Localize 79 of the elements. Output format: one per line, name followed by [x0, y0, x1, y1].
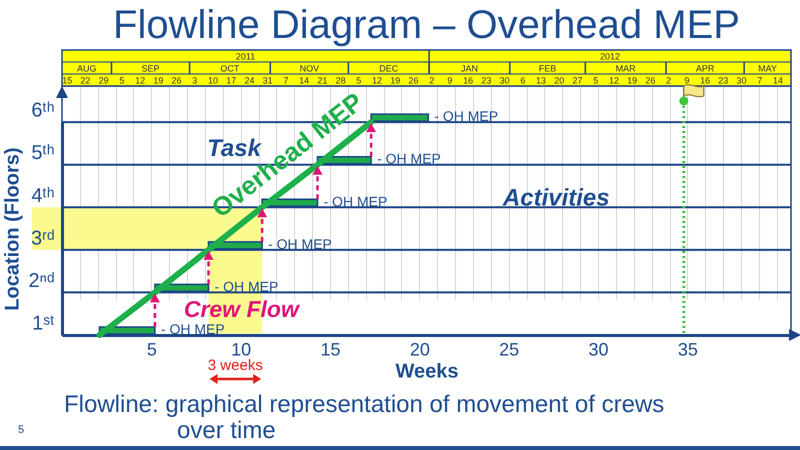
- x-tick-label: 25: [499, 340, 520, 360]
- y-tick-label: 6ᵗʰ: [31, 100, 54, 122]
- y-axis-title: Location (Floors): [2, 147, 24, 311]
- annotation: - OH MEP: [160, 321, 225, 337]
- x2-tick-label: 5: [356, 76, 362, 86]
- x2-tick-label: 30: [736, 76, 747, 86]
- x2-tick-label: 10: [208, 76, 218, 86]
- x2-tick-label: 21: [317, 76, 328, 86]
- x2-tick-label: 29: [98, 76, 109, 86]
- x2-tick-label: 5: [593, 76, 598, 86]
- x2-tick-label: 2: [429, 76, 434, 86]
- x2-tick-label: 13: [536, 76, 546, 86]
- x2-tick-label: 24: [244, 76, 254, 86]
- annotation: - OH MEP: [377, 150, 441, 167]
- text: AUG: [76, 64, 96, 74]
- y-tick-label: 3ʳᵈ: [31, 227, 54, 250]
- band-label: 3 weeks: [208, 357, 263, 374]
- text: 2012: [600, 52, 620, 62]
- x2-tick-label: 23: [718, 76, 728, 86]
- chart-title: Flowline Diagram – Overhead MEP: [113, 3, 740, 47]
- x2-tick-label: 19: [627, 76, 638, 86]
- y-tick-label: 1ˢᵗ: [32, 312, 54, 334]
- x2-tick-label: 27: [572, 76, 583, 86]
- x2-tick-label: 3: [192, 76, 198, 86]
- text: MAY: [758, 64, 777, 74]
- text: 2011: [236, 52, 256, 62]
- x2-tick-label: 19: [153, 76, 164, 86]
- text: 5: [18, 424, 24, 436]
- text: NOV: [300, 64, 320, 74]
- text: JAN: [460, 64, 478, 74]
- x-tick-label: 35: [678, 340, 698, 360]
- text: APR: [696, 64, 715, 74]
- y-tick-label: 2ⁿᵈ: [28, 270, 54, 292]
- x2-tick-label: 9: [447, 76, 452, 86]
- annotation: - OH MEP: [434, 108, 498, 124]
- x2-tick-label: 14: [299, 76, 310, 86]
- x2-tick-label: 7: [283, 76, 288, 86]
- x2-tick-label: 16: [463, 76, 474, 86]
- annotation: - OH MEP: [214, 278, 278, 294]
- annotation: - OH MEP: [324, 193, 388, 210]
- x-tick-label: 20: [410, 340, 430, 360]
- x-axis-title: Weeks: [395, 360, 459, 382]
- text: DEC: [379, 64, 399, 74]
- annotation: Activities: [502, 184, 610, 212]
- x-tick-label: 30: [588, 340, 609, 360]
- y-tick-label: 4ᵗʰ: [31, 184, 54, 207]
- y-tick-label: 5ᵗʰ: [31, 142, 54, 164]
- x2-tick-label: 5: [119, 76, 124, 86]
- x-tick-label: 10: [231, 340, 252, 360]
- x2-tick-label: 17: [226, 76, 236, 86]
- x2-tick-label: 26: [645, 76, 656, 86]
- x2-tick-label: 2: [666, 76, 672, 86]
- x2-tick-label: 7: [757, 76, 762, 86]
- x2-tick-label: 19: [390, 76, 400, 86]
- x2-tick-label: 28: [336, 76, 346, 86]
- x2-tick-label: 26: [172, 76, 182, 86]
- text: MAR: [616, 64, 636, 74]
- annotation: - OH MEP: [268, 236, 332, 252]
- text: FEB: [538, 64, 556, 74]
- text: OCT: [220, 64, 240, 74]
- x2-tick-label: 9: [684, 76, 690, 86]
- x2-tick-label: 14: [772, 76, 783, 86]
- x2-tick-label: 12: [135, 76, 146, 86]
- x-tick-label: 15: [320, 340, 341, 360]
- x2-tick-label: 16: [700, 76, 710, 86]
- annotation: Crew Flow: [184, 296, 301, 322]
- x2-tick-label: 6: [520, 76, 526, 86]
- text: Flowline: graphical representation of movement of crews over time: [64, 391, 666, 444]
- x2-tick-label: 12: [608, 76, 619, 86]
- x2-tick-label: 26: [408, 76, 418, 86]
- x-tick-label: 5: [146, 340, 157, 360]
- x2-tick-label: 31: [262, 76, 273, 86]
- x2-tick-label: 20: [554, 76, 564, 86]
- x2-tick-label: 30: [500, 76, 510, 86]
- x2-tick-label: 15: [62, 76, 72, 86]
- text: SEP: [142, 64, 160, 74]
- x2-tick-label: 23: [481, 76, 492, 86]
- x2-tick-label: 22: [80, 76, 90, 86]
- x2-tick-label: 12: [372, 76, 382, 86]
